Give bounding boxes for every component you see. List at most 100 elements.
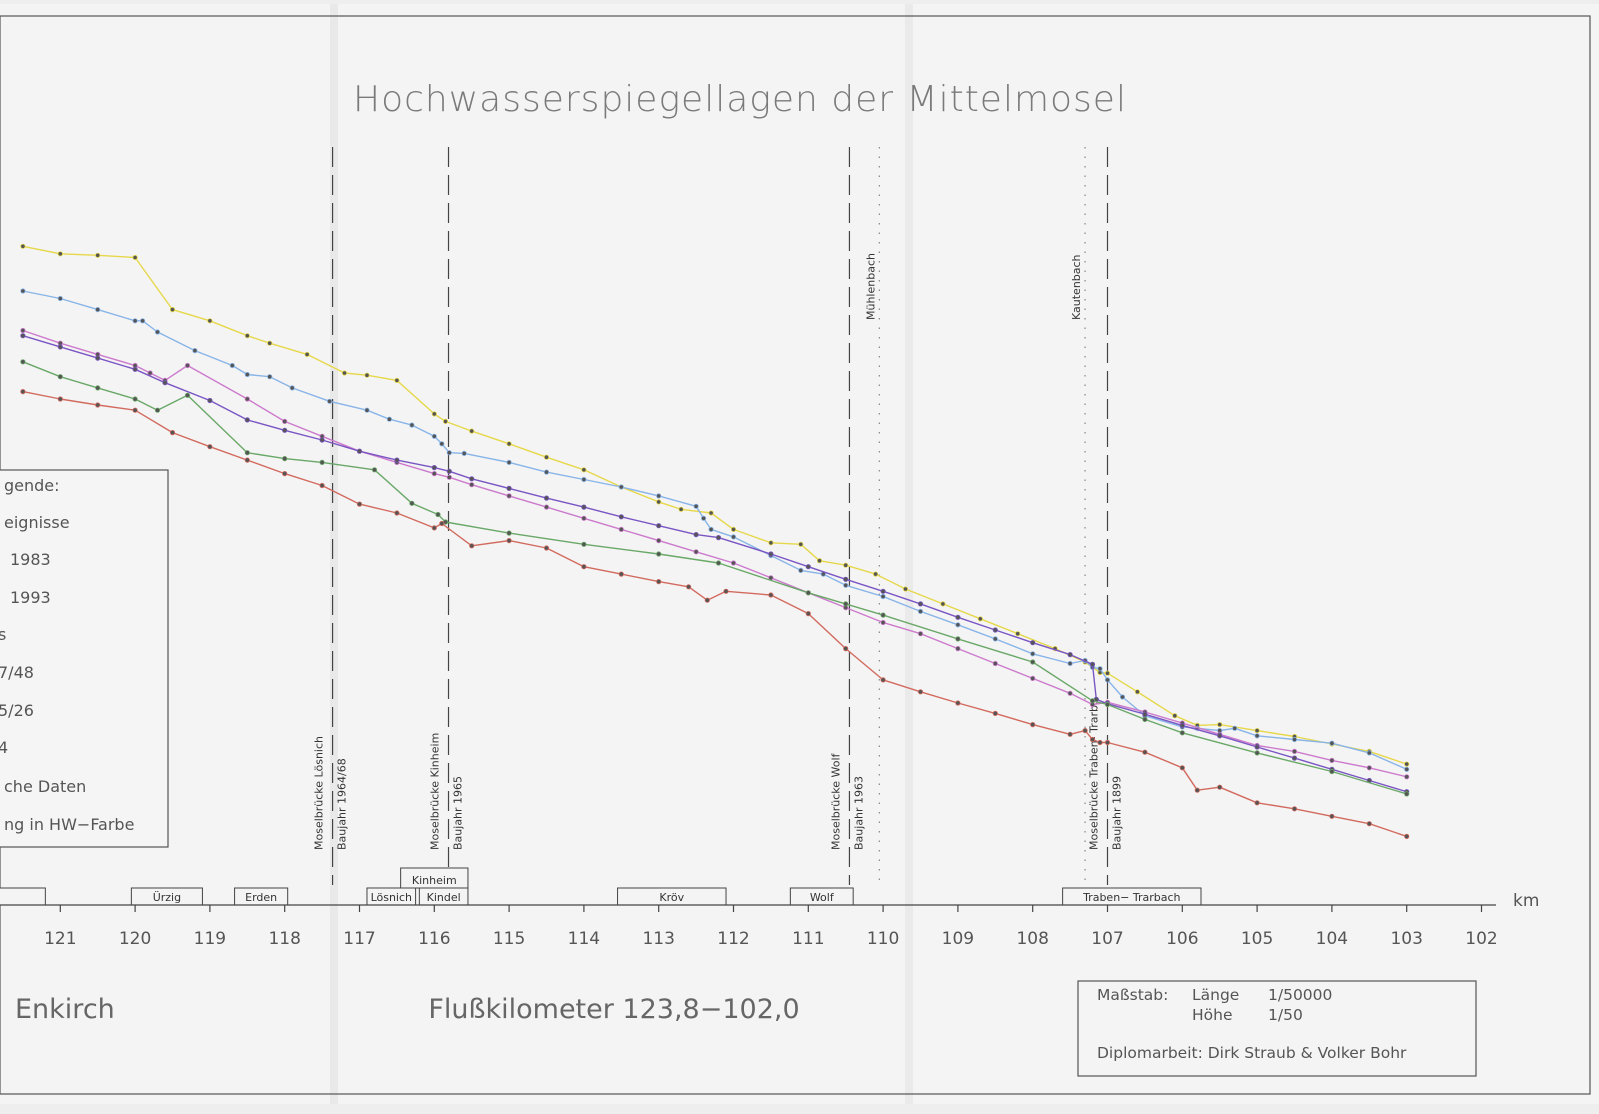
series-1-point-21 (581, 476, 587, 483)
series-2-point-17 (581, 515, 587, 521)
series-2-point-13 (446, 474, 452, 480)
series-4-point-19 (880, 612, 886, 618)
town-label-3: Lösnich (371, 891, 412, 904)
series-4-point-10 (409, 500, 415, 506)
series-5-point-20 (704, 597, 710, 603)
x-tick-label-110: 110 (867, 929, 899, 949)
series-5-point-23 (805, 610, 811, 617)
series-3-point-24 (880, 588, 886, 594)
series-1-point-29 (798, 567, 804, 574)
bridge-name-1: Moselbrücke Kinheim (429, 733, 442, 850)
series-1-point-11 (326, 398, 333, 404)
x-tick-label-113: 113 (642, 929, 674, 949)
series-5-point-39 (1254, 800, 1260, 806)
series-5-point-14 (506, 537, 512, 544)
series-3-point-28 (1030, 640, 1036, 646)
series-0-point-29 (940, 601, 946, 607)
series-0-point-20 (678, 506, 684, 512)
town-label-6: Kröv (659, 891, 684, 904)
paper-fold-left (330, 4, 338, 1104)
series-2-point-6 (184, 362, 191, 369)
series-0-point-27 (872, 571, 879, 577)
series-2-point-19 (656, 537, 662, 544)
series-2-point-16 (543, 504, 550, 510)
series-1-point-49 (1291, 736, 1298, 743)
series-2-point-39 (1366, 765, 1372, 771)
series-5-point-30 (1067, 731, 1073, 737)
scale-length-key: Länge (1192, 986, 1239, 1004)
series-3-point-9 (356, 448, 363, 454)
series-5-point-40 (1291, 806, 1298, 812)
chart-title: Hochwasserspiegellagen der Mittelmosel (353, 79, 1127, 120)
legend-line-5: s (0, 625, 6, 644)
legend-line-8: 4 (0, 738, 8, 757)
series-5-point-21 (723, 588, 729, 594)
series-3-point-30 (1089, 661, 1096, 667)
paper-fold-right (905, 4, 913, 1104)
series-2-point-25 (880, 619, 886, 626)
series-5-point-11 (431, 525, 437, 531)
series-3-point-6 (244, 417, 250, 423)
series-5-point-13 (469, 543, 475, 549)
series-1-point-0 (20, 288, 26, 294)
series-1-point-23 (656, 493, 662, 499)
series-5-point-24 (843, 645, 849, 652)
x-tick-label-117: 117 (343, 929, 375, 949)
legend-line-4: 1993 (10, 588, 51, 607)
series-3-point-17 (618, 514, 624, 520)
series-1-point-4 (140, 318, 146, 324)
series-0-point-44 (1404, 761, 1410, 767)
series-3-point-33 (1142, 711, 1148, 717)
series-5-point-10 (394, 510, 400, 516)
series-3-point-27 (992, 627, 998, 633)
subtitle-center: Flußkilometer 123,8−102,0 (428, 994, 799, 1025)
series-4-point-15 (656, 551, 662, 557)
town-box-5 (400, 867, 469, 889)
series-4-point-28 (1404, 791, 1410, 797)
series-3-point-11 (431, 464, 437, 471)
series-0-point-12 (431, 411, 437, 417)
series-1-point-17 (446, 450, 452, 456)
scale-height-value: 1/50 (1268, 1006, 1303, 1024)
series-0-point-10 (364, 372, 370, 378)
series-5-point-33 (1097, 739, 1103, 746)
town-label-2: Erden (245, 891, 277, 904)
bridge-name-2: Moselbrücke Wolf (829, 752, 842, 850)
series-1-point-19 (506, 459, 512, 465)
series-1-point-31 (843, 582, 849, 588)
series-2-point-40 (1404, 774, 1410, 780)
series-4-point-9 (371, 467, 378, 473)
town-boxes: tigÜrzigErdenLösnichKindelKinheimKrövWol… (0, 867, 1202, 906)
series-1-point-50 (1329, 740, 1335, 746)
series-4-point-5 (184, 392, 191, 398)
legend-line-2: eignisse (4, 513, 70, 532)
series-4-point-3 (132, 396, 138, 402)
series-1-point-25 (700, 515, 707, 521)
series-5-point-41 (1329, 813, 1335, 819)
series-4-point-24 (1142, 716, 1148, 723)
series-1-point-10 (289, 385, 295, 391)
series-3-point-21 (768, 551, 774, 557)
x-tick-label-104: 104 (1316, 929, 1348, 949)
series-1-point-14 (409, 422, 415, 428)
series-5-point-0 (20, 388, 26, 395)
paper-sheet (0, 4, 1599, 1104)
series-1-point-2 (95, 306, 101, 313)
x-tick-label-109: 109 (942, 929, 974, 949)
series-2-point-30 (1067, 690, 1073, 696)
series-5-point-32 (1089, 736, 1096, 743)
series-1-point-16 (439, 441, 445, 447)
series-0-point-3 (132, 254, 138, 261)
town-label-4: Kindel (427, 891, 461, 904)
series-5-point-2 (95, 402, 101, 408)
series-1-point-24 (693, 503, 699, 509)
legend-line-10: ng in HW−Farbe (4, 815, 134, 834)
series-1-point-27 (730, 534, 737, 540)
series-2-point-26 (917, 631, 924, 637)
series-5-point-28 (992, 710, 998, 717)
series-2-point-15 (506, 493, 512, 499)
series-1-point-33 (917, 608, 924, 615)
series-3-point-19 (693, 531, 699, 538)
series-1-point-37 (1067, 660, 1073, 667)
series-4-point-25 (1179, 730, 1185, 736)
